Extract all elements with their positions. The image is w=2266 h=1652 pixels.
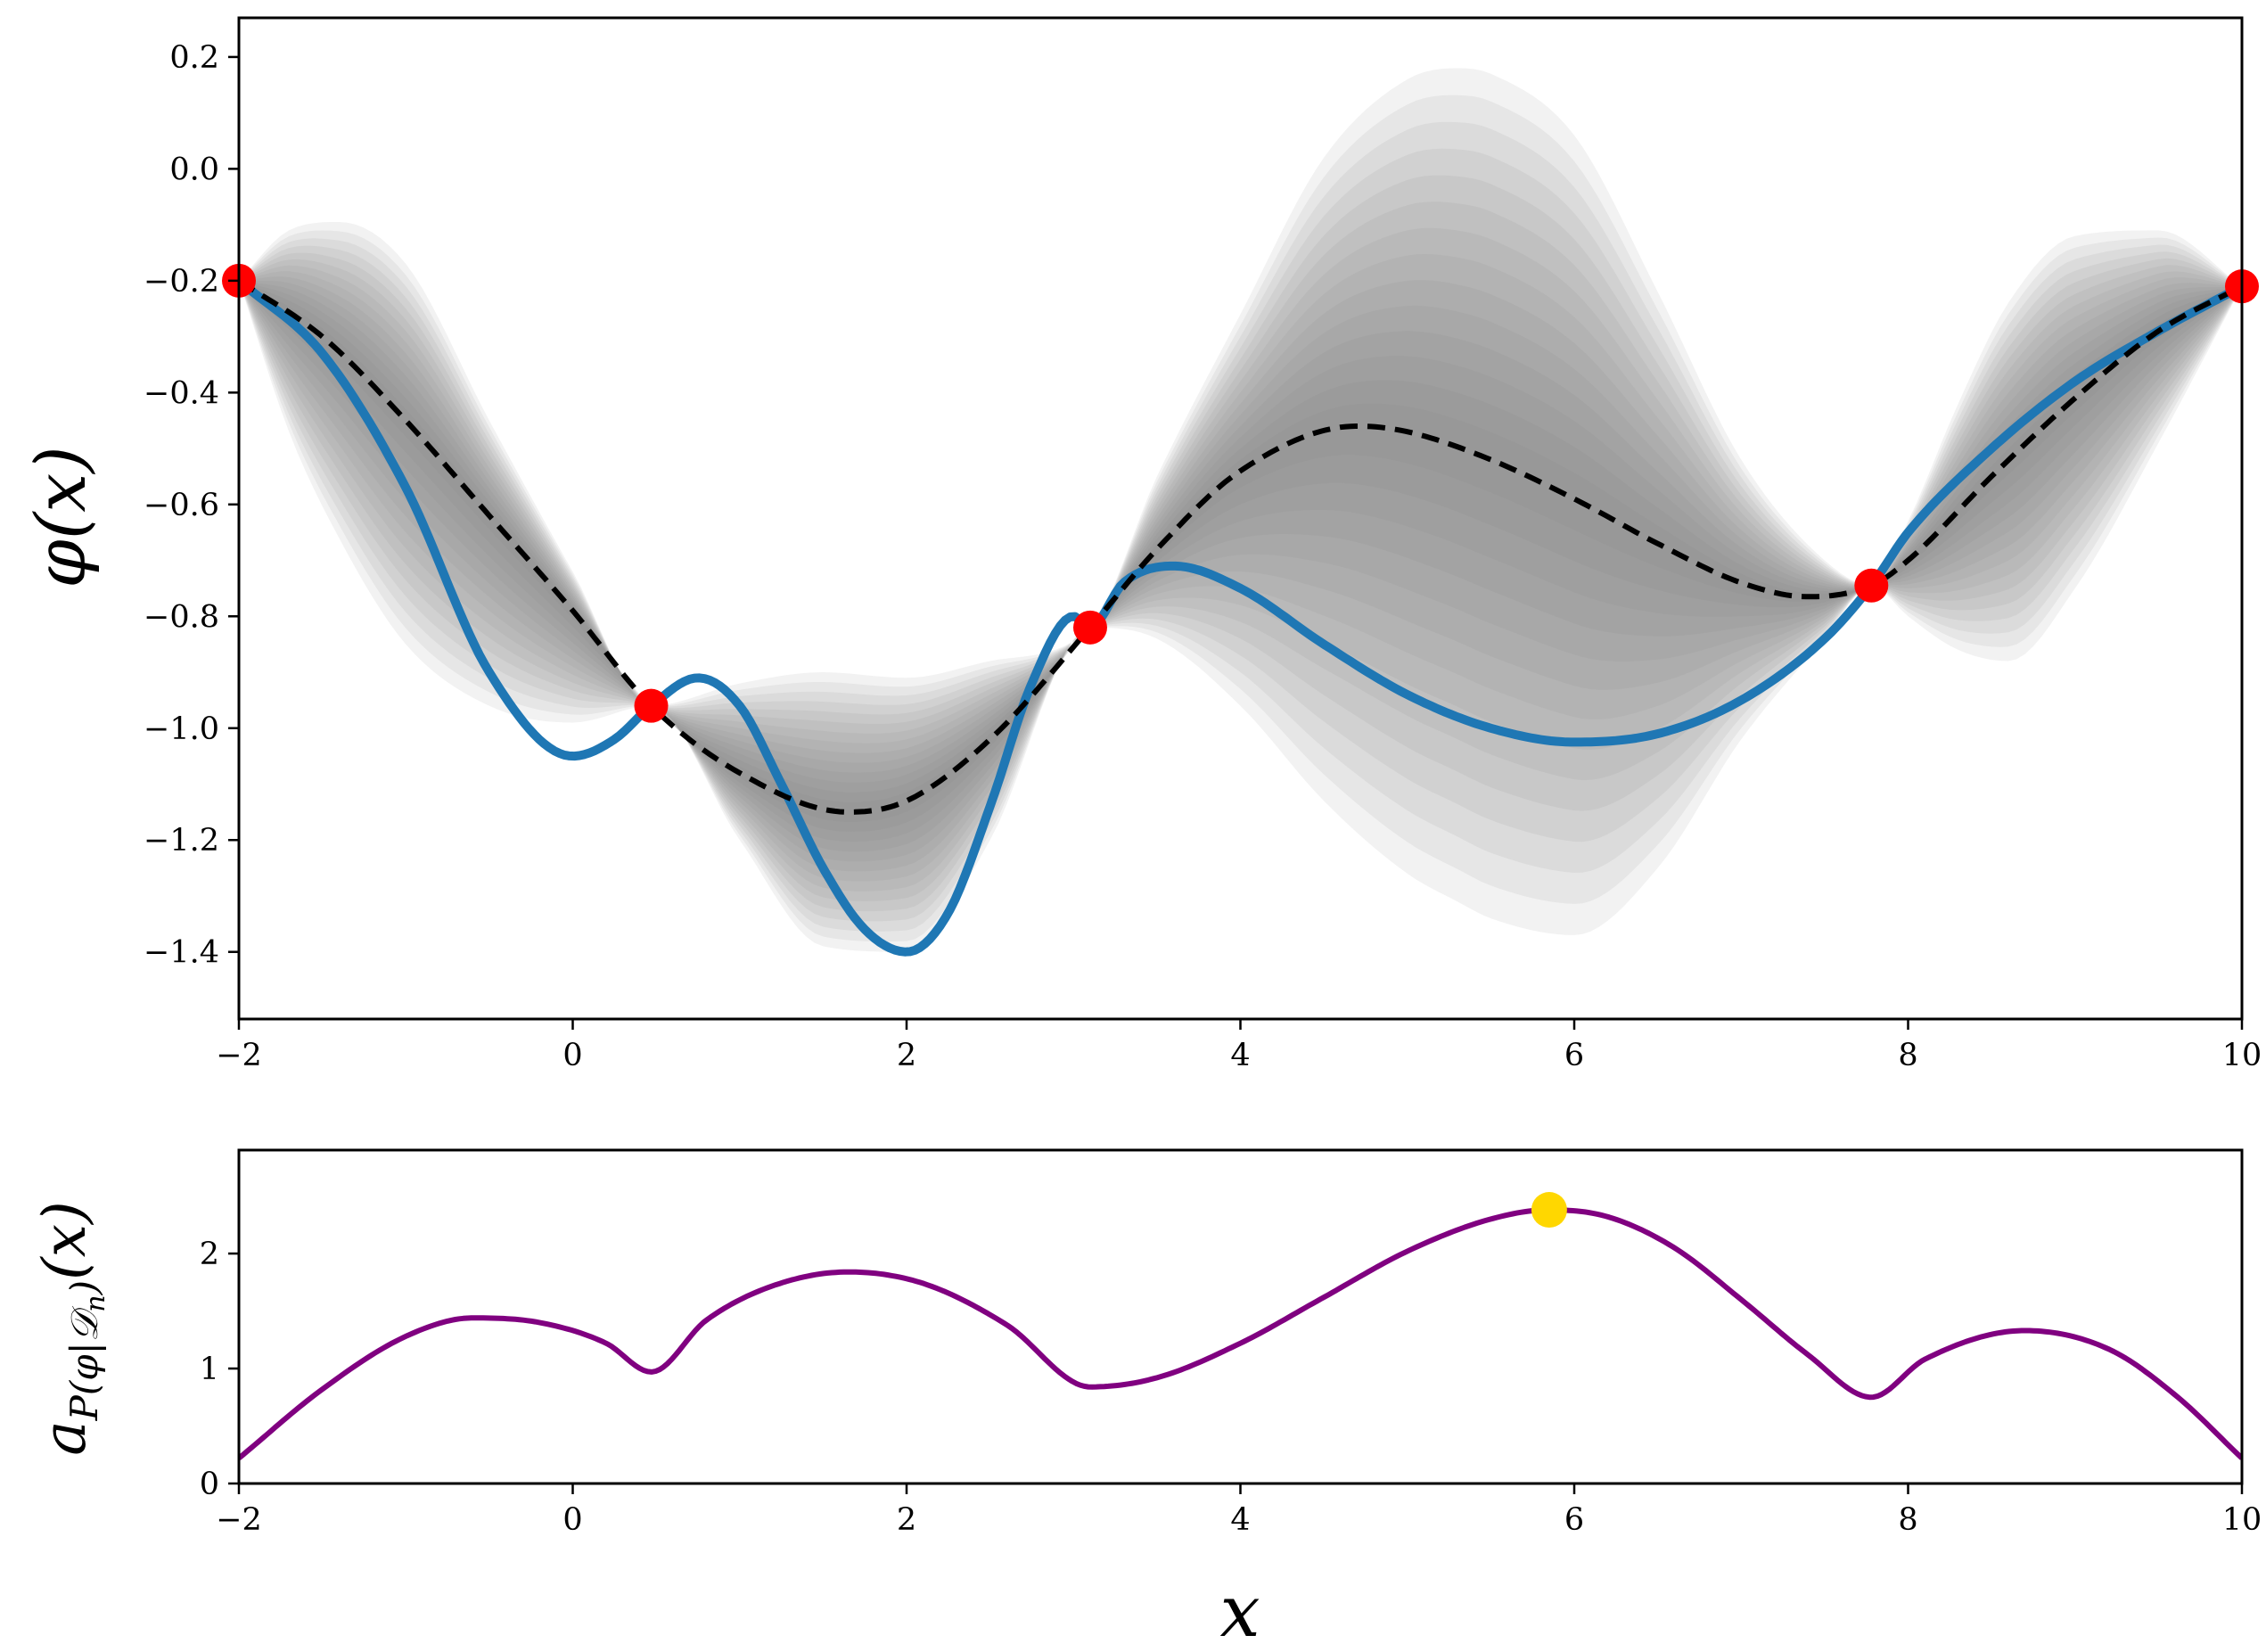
y-tick-label: 0.2 bbox=[169, 40, 219, 76]
x-tick-label: 0 bbox=[562, 1038, 582, 1073]
posterior-mean-line bbox=[239, 278, 2242, 815]
uncertainty-band-layer bbox=[239, 254, 2242, 882]
y-tick-label: −0.6 bbox=[144, 488, 219, 523]
uncertainty-band-layer bbox=[239, 175, 2242, 912]
uncertainty-band-layer bbox=[239, 68, 2242, 952]
maximizer-points bbox=[1531, 1192, 1567, 1229]
y-axis-title-bottom: aP(φ|𝒟n)(x) bbox=[30, 1201, 111, 1456]
x-tick-label: 2 bbox=[897, 1038, 916, 1073]
y-axis-title-top: φ(x) bbox=[21, 446, 102, 588]
x-tick-label: 6 bbox=[1564, 1502, 1584, 1538]
y-tick-label: −1.2 bbox=[144, 823, 219, 859]
plot-frame-bottom bbox=[237, 1148, 2244, 1485]
acquisition-maximum-point bbox=[1531, 1192, 1567, 1229]
uncertainty-band-layer bbox=[239, 148, 2242, 922]
posterior-lines bbox=[239, 275, 2242, 957]
acquisition-function-line bbox=[239, 1207, 2242, 1460]
x-axis-ticks-top: −2 0 2 4 6 8 10 bbox=[216, 1019, 2262, 1073]
x-tick-label: 6 bbox=[1564, 1038, 1584, 1073]
y-tick-label: 0 bbox=[200, 1467, 219, 1502]
uncertainty-band-layer bbox=[239, 227, 2242, 892]
x-tick-label: 8 bbox=[1898, 1038, 1917, 1073]
x-tick-label: −2 bbox=[216, 1502, 262, 1538]
y-tick-label: 2 bbox=[200, 1237, 219, 1272]
uncertainty-band-layer bbox=[239, 95, 2242, 942]
x-tick-label: 4 bbox=[1230, 1038, 1250, 1073]
y-tick-label: −1.4 bbox=[144, 935, 219, 971]
uncertainty-band bbox=[239, 68, 2242, 952]
x-tick-label: 8 bbox=[1898, 1502, 1917, 1538]
y-axis-ticks-top: −1.4 −1.2 −1.0 −0.8 −0.6 −0.4 −0.2 0.0 0.2 bbox=[144, 40, 239, 971]
y-tick-label: −0.8 bbox=[144, 599, 219, 635]
y-tick-label: 1 bbox=[200, 1352, 219, 1387]
acquisition-panel: −2 0 2 4 6 8 10 012 aP(φ|𝒟n)(x) x bbox=[30, 1148, 2262, 1652]
y-tick-label: −0.4 bbox=[144, 375, 219, 411]
true-function-line bbox=[239, 275, 2242, 957]
x-axis-title: x bbox=[1219, 1570, 1260, 1652]
x-tick-label: 0 bbox=[562, 1502, 582, 1538]
acquisition-lines bbox=[239, 1207, 2242, 1460]
observation-point bbox=[1854, 568, 1889, 603]
uncertainty-band-layer bbox=[239, 121, 2242, 932]
observation-points bbox=[222, 263, 2259, 723]
y-tick-label: −1.0 bbox=[144, 711, 219, 747]
x-tick-label: 4 bbox=[1230, 1502, 1250, 1538]
observation-point bbox=[634, 688, 669, 723]
x-tick-label: −2 bbox=[216, 1038, 262, 1073]
y-tick-label: 0.0 bbox=[169, 152, 219, 187]
x-tick-label: 2 bbox=[897, 1502, 916, 1538]
observation-point bbox=[1072, 610, 1107, 645]
y-axis-ticks-bottom: 0 1 2 bbox=[200, 1237, 239, 1502]
x-tick-label: 10 bbox=[2222, 1038, 2262, 1073]
y-tick-label: −0.2 bbox=[144, 264, 219, 300]
gp-posterior-panel: −2 0 2 4 6 8 10 −1.4 −1.2 −1.0 −0.8 −0.6 −0.4 −0.2 0.… bbox=[21, 16, 2262, 1073]
x-tick-label: 10 bbox=[2222, 1502, 2262, 1538]
x-axis-ticks-bottom: −2 0 2 4 6 8 10 bbox=[216, 1484, 2262, 1538]
uncertainty-band-layer bbox=[239, 201, 2242, 901]
